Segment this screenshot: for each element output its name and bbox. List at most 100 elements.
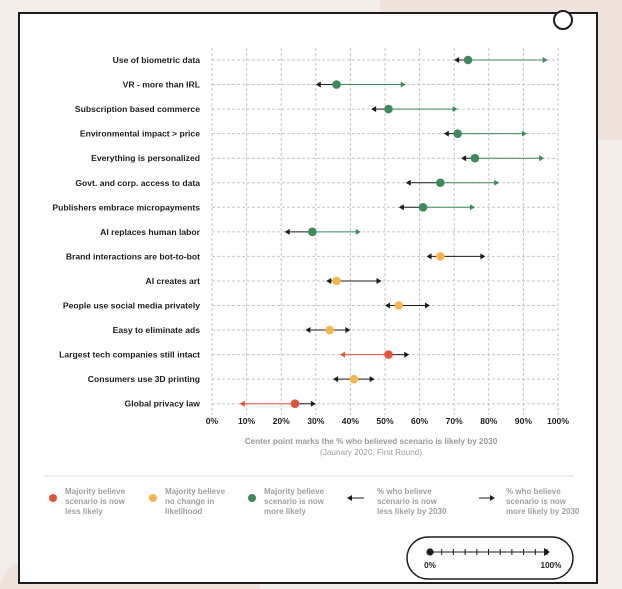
- category-label: Consumers use 3D printing: [88, 374, 200, 384]
- legend-more-dot: [248, 494, 256, 502]
- legend-text: Majority believe: [165, 487, 226, 496]
- x-tick-label: 30%: [307, 416, 325, 426]
- more-likely-arrow-head: [480, 253, 486, 260]
- x-tick-label: 100%: [547, 416, 569, 426]
- category-label: Everything is personalized: [91, 153, 200, 163]
- category-label: VR - more than IRL: [123, 80, 200, 90]
- category-label: Largest tech companies still intact: [59, 350, 200, 360]
- legend-left-arrow-head: [347, 495, 352, 501]
- more-likely-arrow-head: [376, 277, 382, 284]
- less-likely-arrow-head: [405, 179, 411, 186]
- category-label: Govt. and corp. access to data: [75, 178, 200, 188]
- more-likely-arrow-head: [369, 376, 375, 383]
- category-label: People use social media privately: [63, 301, 200, 311]
- legend-text: scenario is now: [377, 497, 438, 506]
- x-tick-label: 70%: [446, 416, 464, 426]
- legend-text: likelihood: [165, 507, 202, 516]
- center-point: [290, 399, 300, 409]
- category-label: Subscription based commerce: [75, 104, 200, 114]
- x-tick-label: 50%: [376, 416, 394, 426]
- center-point: [384, 104, 393, 114]
- less-likely-arrow-head: [284, 228, 290, 235]
- center-point: [325, 325, 334, 335]
- center-point: [436, 178, 445, 188]
- center-point: [308, 227, 317, 237]
- legend-less-dot: [49, 494, 57, 502]
- category-label: Global privacy law: [125, 399, 201, 409]
- legend-text: % who believe: [377, 487, 432, 496]
- category-label: AI creates art: [146, 276, 201, 286]
- x-tick-label: 40%: [342, 416, 360, 426]
- less-likely-arrow-head: [239, 400, 245, 407]
- center-point: [453, 129, 462, 138]
- x-tick-label: 90%: [515, 416, 533, 426]
- corner-circle-icon: [553, 10, 573, 30]
- x-tick-label: 0%: [206, 416, 219, 426]
- center-point: [349, 374, 359, 384]
- more-likely-arrow-head: [310, 400, 316, 407]
- center-point: [436, 252, 445, 261]
- legend-text: less likely: [65, 507, 103, 516]
- more-likely-arrow-head: [355, 228, 361, 235]
- category-label: Use of biometric data: [113, 55, 201, 65]
- legend-right-arrow-head: [490, 495, 495, 501]
- center-point: [384, 350, 393, 359]
- legend-same-dot: [149, 494, 157, 502]
- more-likely-arrow-head: [539, 155, 545, 162]
- legend-text: scenario is now: [264, 497, 325, 506]
- x-tick-label: 20%: [273, 416, 291, 426]
- center-point: [470, 153, 480, 163]
- more-likely-arrow-head: [400, 81, 406, 88]
- legend-text: scenario is now: [506, 497, 567, 506]
- more-likely-arrow-head: [404, 351, 410, 358]
- less-likely-arrow-head: [305, 327, 311, 334]
- chart-card: [18, 12, 598, 584]
- chart-caption: Center point marks the % who believed sc…: [245, 437, 498, 446]
- category-label: Environmental impact > price: [80, 129, 200, 139]
- x-tick-label: 80%: [480, 416, 498, 426]
- less-likely-arrow-head: [340, 351, 346, 358]
- scale-min-label: 0%: [424, 561, 437, 570]
- less-likely-arrow-head: [426, 253, 432, 260]
- center-point: [463, 55, 473, 65]
- scale-end-arrow: [544, 548, 550, 556]
- category-label: Brand interactions are bot-to-bot: [66, 251, 200, 261]
- legend-text: more likely: [264, 507, 306, 516]
- x-tick-label: 10%: [238, 416, 256, 426]
- more-likely-arrow-head: [542, 57, 548, 63]
- center-point: [332, 80, 341, 89]
- legend-text: Majority believe: [65, 487, 126, 496]
- less-likely-arrow-head: [326, 277, 332, 284]
- legend-text: no change in: [165, 497, 214, 506]
- more-likely-arrow-head: [345, 327, 351, 334]
- legend-text: Majority believe: [264, 487, 325, 496]
- legend-text: scenario is now: [65, 497, 126, 506]
- less-likely-arrow-head: [315, 81, 321, 88]
- more-likely-arrow-head: [424, 302, 430, 309]
- scale-start-dot: [426, 548, 434, 556]
- less-likely-arrow-head: [454, 57, 460, 63]
- more-likely-arrow-head: [494, 179, 500, 186]
- less-likely-arrow-head: [443, 130, 449, 137]
- x-tick-label: 60%: [411, 416, 429, 426]
- more-likely-arrow-head: [469, 204, 475, 211]
- category-label: Publishers embrace micropayments: [52, 202, 200, 212]
- legend-text: more likely by 2030: [506, 507, 580, 516]
- less-likely-arrow-head: [461, 155, 467, 162]
- scale-max-label: 100%: [541, 561, 563, 570]
- chart-caption-sub: (Jaunary 2020, First Round): [320, 448, 422, 457]
- less-likely-arrow-head: [385, 302, 390, 309]
- more-likely-arrow-head: [521, 130, 527, 137]
- center-point: [332, 276, 341, 286]
- legend-text: % who believe: [506, 487, 561, 496]
- less-likely-arrow-head: [371, 106, 377, 113]
- center-point: [394, 301, 404, 310]
- more-likely-arrow-head: [452, 106, 458, 113]
- legend-text: less likely by 2030: [377, 507, 447, 516]
- scale-pill: [406, 536, 574, 580]
- center-point: [418, 203, 428, 212]
- less-likely-arrow-head: [398, 204, 404, 211]
- less-likely-arrow-head: [333, 376, 339, 383]
